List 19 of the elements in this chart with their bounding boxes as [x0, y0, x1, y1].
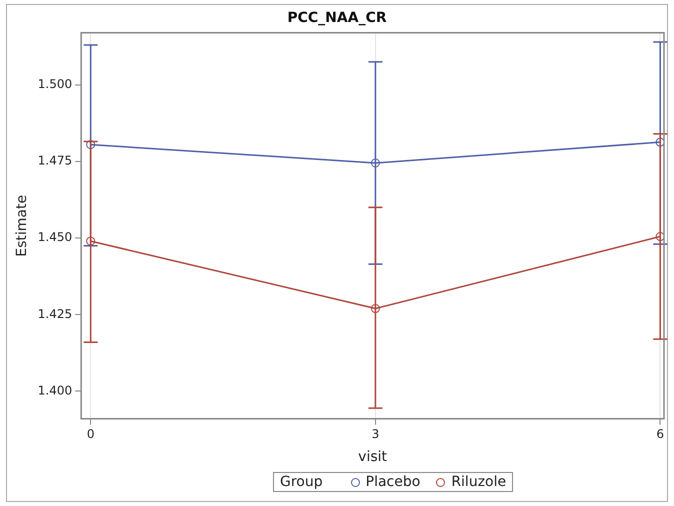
- chart-title: PCC_NAA_CR: [287, 10, 387, 26]
- y-tick-label: 1.475: [38, 154, 72, 168]
- legend-label: Placebo: [366, 474, 420, 490]
- legend-title: Group: [280, 474, 323, 490]
- x-axis-title: visit: [358, 449, 388, 466]
- x-tick-label: 6: [656, 427, 664, 442]
- x-tick-label: 3: [372, 427, 380, 442]
- y-tick-label: 1.425: [38, 306, 72, 321]
- y-tick-label: 1.500: [38, 77, 72, 92]
- y-tick-label: 1.450: [38, 230, 72, 244]
- point: [370, 304, 380, 314]
- point: [86, 236, 96, 246]
- legend-label: Riluzole: [451, 474, 506, 490]
- x-tick-label: 0: [86, 427, 94, 442]
- y-axis-title: Estimate: [14, 194, 30, 257]
- point: [86, 140, 96, 150]
- y-tick-label: 1.400: [38, 383, 72, 398]
- point: [656, 232, 664, 242]
- point: [370, 158, 380, 168]
